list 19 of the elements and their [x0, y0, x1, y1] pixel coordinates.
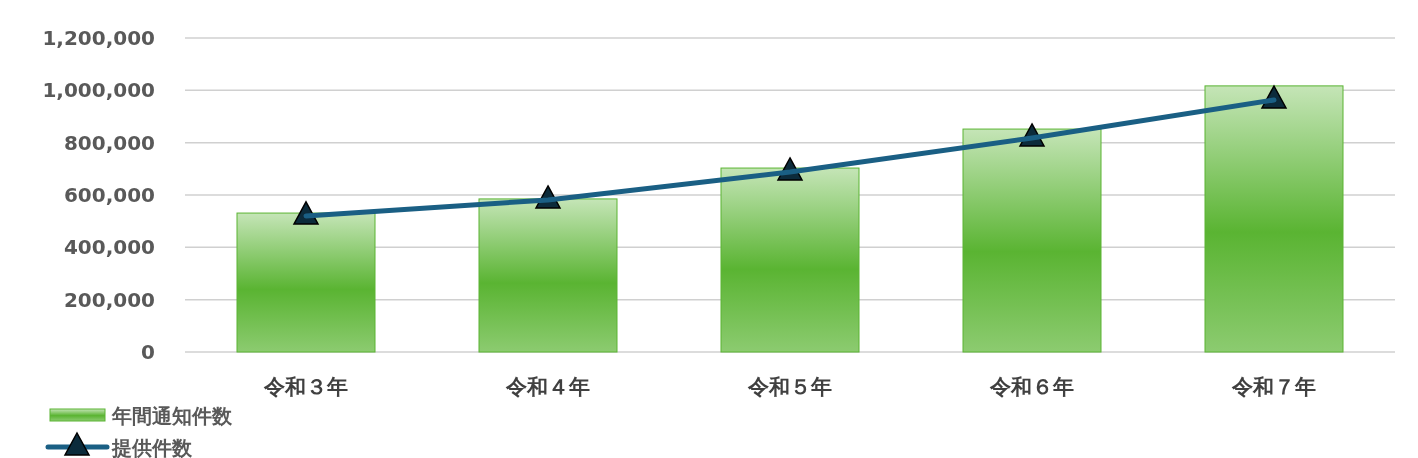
y-tick-label: 400,000 [63, 235, 155, 260]
x-tick-label: 令和３年 [263, 375, 348, 399]
x-tick-label: 令和６年 [989, 375, 1074, 399]
legend-label: 提供件数 [111, 436, 193, 458]
y-tick-label: 800,000 [63, 130, 155, 155]
bar [236, 212, 376, 353]
bar [720, 167, 860, 353]
y-tick-label: 1,000,000 [42, 78, 155, 103]
bar [478, 198, 618, 353]
y-tick-label: 0 [141, 340, 155, 364]
y-tick-label: 600,000 [63, 183, 155, 207]
y-tick-label: 1,200,000 [42, 26, 155, 50]
x-tick-label: 令和４年 [505, 375, 590, 399]
bar [962, 128, 1102, 353]
bar [1204, 85, 1344, 353]
x-tick-label: 令和５年 [747, 375, 832, 399]
y-tick-label: 200,000 [63, 287, 155, 312]
x-tick-label: 令和７年 [1231, 375, 1316, 399]
legend-label: 年間通知件数 [111, 404, 233, 428]
